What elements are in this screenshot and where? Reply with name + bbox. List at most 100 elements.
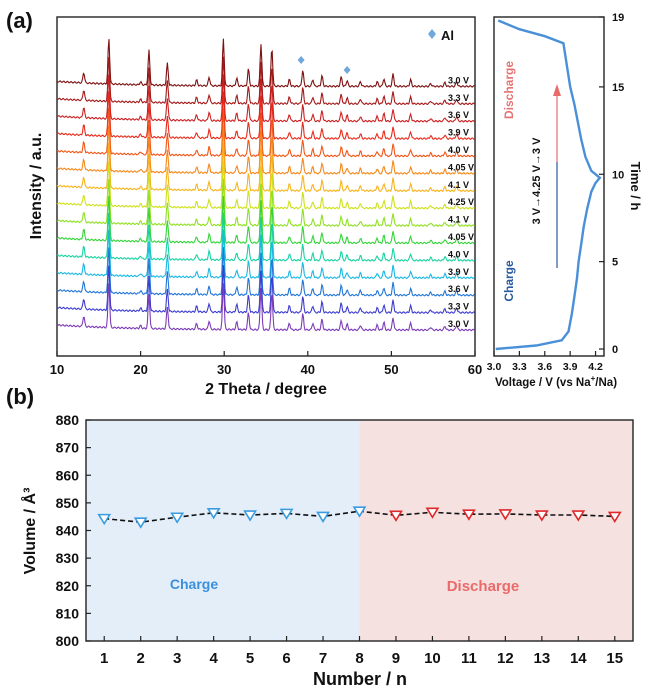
x-tick-label: 4 [209,650,218,667]
x-tick-label: 6 [282,650,290,667]
volume-marker [97,513,112,526]
voltage-label: 3.0 V [448,75,469,85]
x-tick-label: 7 [319,650,327,667]
x-tick-label: 40 [301,362,315,377]
xrd-curve [56,38,475,88]
volume-marker [389,510,403,522]
xrd-curve [56,142,475,193]
volume-marker [571,510,586,522]
volume-x-axis-label: Number / n [313,669,407,689]
volume-marker [133,517,148,529]
xrd-y-axis-label: Intensity / a.u. [28,133,45,240]
xrd-curves [56,38,476,332]
xrd-curve [56,229,475,280]
xrd-curve [56,74,475,123]
y-tick-label: 830 [56,550,80,566]
volume-marker [352,506,367,518]
al-legend-label: Al [441,28,454,43]
voltage-label: 4.05 V [448,232,474,242]
x-tick-label: 9 [392,650,400,667]
y-tick-label: 15 [612,82,624,94]
x-tick-label: 14 [570,650,587,667]
xrd-curve [56,108,475,158]
y-tick-label: 810 [56,605,80,621]
x-tick-label: 10 [50,362,64,377]
x-tick-label: 4.2 [588,361,603,373]
y-tick-label: 860 [56,467,80,483]
x-tick-label: 2 [137,650,145,667]
xrd-curve [56,160,475,210]
volume-marker [206,508,221,520]
x-tick-label: 3.0 [487,361,502,373]
voltage-label: 4.05 V [448,162,474,172]
x-tick-label: 8 [355,650,363,667]
volume-marker [316,511,330,523]
panel-b-label: (b) [6,384,34,409]
y-tick-label: 800 [56,633,80,649]
xrd-voltage-labels: 3.0 V 3.3 V 3.6 V 3.9 V 4.0 V 4.05 V 4.1 V 4.25… [448,75,474,329]
voltage-label: 3.9 V [448,267,469,277]
volume-marker [461,509,476,521]
x-tick-label: 3.3 [512,361,527,373]
volume-y-axis-label: Volume / Å³ [20,488,39,575]
x-tick-label: 1 [100,650,108,667]
volume-marker [534,510,549,522]
y-tick-label: 5 [612,257,618,269]
x-tick-label: 15 [606,650,623,667]
voltage-label: 4.0 V [448,249,469,259]
annotation-charge: Charge [502,260,516,302]
volume-chart: 1 2 3 4 5 6 7 8 9 10 11 12 13 14 158008108208308408508… [20,412,634,689]
y-tick-label: 0 [612,344,618,356]
xrd-x-axis-label: 2 Theta / degree [205,381,327,398]
voltage-label: 4.0 V [448,145,469,155]
x-tick-label: 3.6 [537,361,552,373]
volume-marker [279,508,294,520]
xrd-curve [56,91,475,141]
x-tick-label: 10 [424,650,441,667]
x-tick-label: 3.9 [563,361,578,373]
xrd-curve [56,195,475,245]
voltage-label: 3.0 V [448,319,469,329]
volume-marker [170,512,185,524]
xrd-chart: 3.0 V 3.3 V 3.6 V 3.9 V 4.0 V 4.05 V 4.1 V 4.25… [28,16,482,398]
y-tick-label: 820 [56,578,80,594]
voltage-label: 3.9 V [448,128,469,138]
xrd-curve [56,265,475,314]
annotation-discharge: Discharge [502,61,516,119]
al-marker [297,56,305,64]
voltage-label: 4.1 V [448,215,469,225]
profile-plot-frame [493,16,605,357]
x-tick-label: 13 [533,650,550,667]
region-label-discharge: Discharge [447,578,520,595]
volume-markers [97,506,622,529]
charge-discharge-curve [495,19,602,351]
charge-region [86,420,360,641]
panel-a-label: (a) [6,8,33,33]
y-tick-label: 850 [56,495,80,511]
al-marker [343,66,351,74]
discharge-region [359,420,633,641]
xrd-curve [57,283,476,332]
profile-ticks: 3.0 3.3 3.6 3.9 4.2 0 5 10 15 19 [487,12,625,373]
x-tick-label: 20 [133,362,147,377]
volume-ticks: 1 2 3 4 5 6 7 8 9 10 11 12 13 14 158008108208308408508… [56,412,623,667]
y-tick-label: 19 [612,12,624,24]
xrd-curve [56,125,475,175]
x-tick-label: 5 [246,650,254,667]
voltage-label: 4.25 V [448,197,474,207]
profile-y-axis-label: Time / h [628,162,643,211]
xrd-curve [56,56,476,106]
region-label-charge: Charge [170,576,218,592]
profile-x-axis-label: Voltage / V (vs Na+/Na) [495,374,617,389]
x-tick-label: 3 [173,650,181,667]
annotation-sequence: 3 V→4.25 V→3 V [531,137,543,224]
x-tick-label: 12 [497,650,514,667]
volume-marker [607,511,622,523]
xrd-curve [56,212,475,262]
volume-marker [425,507,440,519]
voltage-label: 3.3 V [448,302,469,312]
x-tick-label: 60 [468,362,482,377]
y-tick-label: 840 [56,523,80,539]
volume-marker [243,510,258,522]
